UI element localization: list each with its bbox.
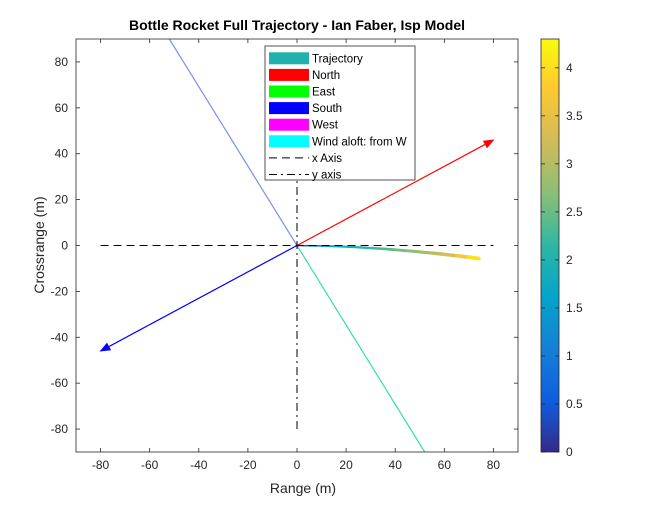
x-tick-label: 60 — [438, 458, 452, 472]
y-tick-label: 80 — [55, 55, 69, 69]
trajectory-segment-8 — [381, 247, 397, 252]
x-ticks: -80 -60 -40 -20 0 20 40 60 80 — [92, 39, 501, 472]
legend-swatch-wind-aloft-from-w — [269, 135, 309, 148]
y-tick-label: 40 — [55, 147, 69, 161]
south-line — [99, 244, 298, 352]
colorbar-tick-label: 3 — [566, 157, 573, 171]
x-tick-label: 80 — [487, 458, 501, 472]
y-ticks: -80 -60 -40 -20 0 20 40 60 80 — [51, 55, 518, 436]
legend-label-x-axis: x Axis — [312, 153, 342, 165]
colorbar-tick-label: 1 — [566, 349, 573, 363]
trajectory-segment-14 — [454, 253, 471, 260]
legend-label-north: North — [312, 70, 340, 82]
colorbar-tick-label: 1.5 — [566, 301, 583, 315]
legend-label-y-axis: y axis — [312, 170, 342, 182]
extra-line-2 — [296, 245, 426, 452]
y-tick-label: -80 — [51, 422, 69, 436]
x-tick-label: -20 — [239, 458, 257, 472]
y-tick-label: -60 — [51, 376, 69, 390]
x-tick-label: 20 — [339, 458, 353, 472]
y-axis-label: Crossrange (m) — [31, 196, 47, 293]
x-tick-label: -80 — [92, 458, 110, 472]
trajectory-segment-10 — [406, 249, 422, 254]
y-tick-label: 60 — [55, 101, 69, 115]
x-tick-label: 0 — [294, 458, 301, 472]
chart-marks — [99, 39, 495, 452]
legend: Trajectory North East South West Wind aloft: … — [264, 45, 416, 182]
legend-label-south: South — [312, 103, 342, 115]
trajectory-segment-7 — [369, 246, 385, 251]
colorbar: 0 0.5 1 1.5 2 2.5 3 3.5 4 — [540, 38, 583, 459]
x-tick-label: -40 — [190, 458, 208, 472]
colorbar-tick-label: 0.5 — [566, 397, 583, 411]
legend-swatch-south — [269, 102, 309, 115]
y-tick-label: 20 — [55, 193, 69, 207]
trajectory-segment-5 — [345, 245, 360, 249]
legend-swatch-east — [269, 85, 309, 98]
trajectory-segment-15 — [466, 255, 481, 261]
trajectory-segment-9 — [393, 248, 409, 253]
chart-title: Bottle Rocket Full Trajectory - Ian Fabe… — [129, 17, 465, 33]
legend-label-east: East — [312, 87, 336, 99]
colorbar-tick-label: 4 — [566, 61, 573, 75]
trajectory-segment-6 — [357, 246, 372, 250]
legend-swatch-trajectory — [269, 52, 309, 65]
legend-label-wind-aloft-from-w: Wind aloft: from W — [312, 136, 407, 148]
extra-line-1 — [168, 39, 298, 246]
colorbar-tick-label: 2 — [566, 253, 573, 267]
legend-swatch-west — [269, 118, 309, 131]
trajectory-segment-12 — [430, 251, 447, 257]
y-tick-label: 0 — [61, 239, 68, 253]
trajectory-segment-13 — [442, 252, 459, 258]
x-tick-label: -60 — [141, 458, 159, 472]
x-axis-label: Range (m) — [270, 480, 336, 496]
colorbar-tick-label: 3.5 — [566, 109, 583, 123]
legend-label-trajectory: Trajectory — [312, 53, 363, 65]
y-tick-label: -40 — [51, 330, 69, 344]
legend-label-west: West — [312, 120, 339, 132]
trajectory-segment-11 — [418, 250, 434, 255]
colorbar-tick-label: 2.5 — [566, 205, 583, 219]
colorbar-gradient — [540, 38, 560, 453]
y-tick-label: -20 — [51, 284, 69, 298]
colorbar-tick-label: 0 — [566, 445, 573, 459]
north-line — [296, 139, 495, 247]
x-tick-label: 40 — [389, 458, 403, 472]
legend-swatch-north — [269, 68, 309, 81]
